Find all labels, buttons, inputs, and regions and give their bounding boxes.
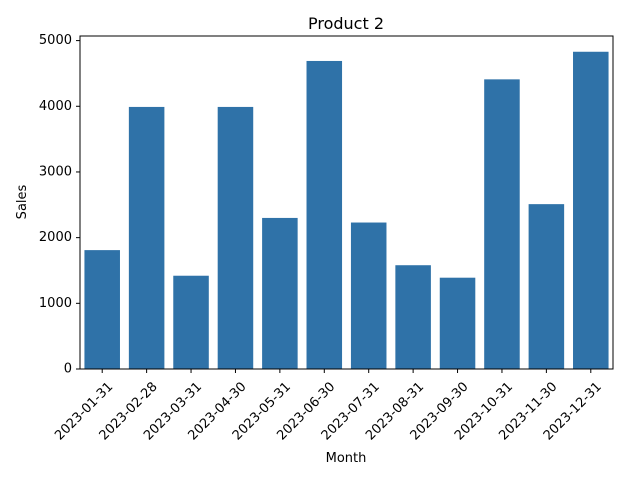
bars-group <box>84 51 609 370</box>
y-tick-label: 4000 <box>39 99 72 114</box>
x-axis-ticks: 2023-01-312023-02-282023-03-312023-04-30… <box>52 369 605 443</box>
bar-2023-02-28 <box>128 106 165 370</box>
bar-2023-12-31 <box>573 51 609 369</box>
bar-2023-11-30 <box>528 204 565 369</box>
bar-2023-09-30 <box>439 277 476 369</box>
y-tick-label: 2000 <box>39 230 72 245</box>
chart-title: Product 2 <box>308 14 384 33</box>
bar-2023-08-31 <box>395 265 431 369</box>
y-tick-label: 3000 <box>39 164 72 179</box>
bar-2023-06-30 <box>306 60 343 370</box>
y-tick-label: 1000 <box>39 296 72 311</box>
bar-2023-10-31 <box>484 79 520 369</box>
y-tick-label: 0 <box>64 362 72 377</box>
bar-2023-07-31 <box>350 222 387 369</box>
x-axis-label: Month <box>326 451 367 466</box>
bar-2023-04-30 <box>217 106 254 370</box>
y-axis-label: Sales <box>15 184 30 219</box>
y-axis-ticks: 0 1000 2000 3000 4000 5000 <box>39 33 80 377</box>
y-tick-label: 5000 <box>39 33 72 48</box>
bar-2023-05-31 <box>262 217 298 369</box>
bar-2023-01-31 <box>84 250 120 369</box>
plot-frame <box>79 35 614 370</box>
bar-2023-03-31 <box>173 275 209 369</box>
